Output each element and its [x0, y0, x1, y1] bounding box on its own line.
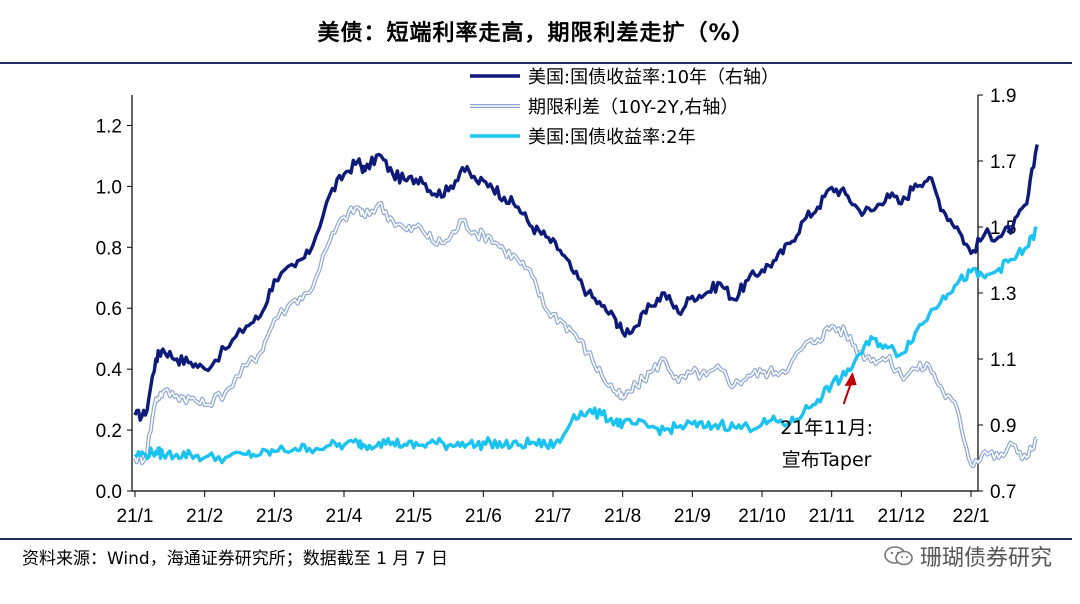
y-right-tick-label: 1.9 [990, 86, 1016, 107]
chart: 0.00.20.40.60.81.01.20.70.91.11.31.51.71… [96, 67, 1039, 527]
brand-name: 珊瑚债券研究 [919, 546, 1052, 571]
series-line-ust-10y [133, 144, 1039, 422]
x-tick-label: 21/6 [465, 506, 502, 527]
y-left-tick-label: 1.2 [96, 116, 122, 137]
annotation-arrow [842, 383, 852, 405]
annotation: 21年11月: 宣布Taper [780, 372, 873, 471]
series-line-term-spread-inner [134, 202, 1038, 468]
y-left-tick-label: 0.0 [96, 482, 122, 503]
legend-item-ust-10y-label: 美国:国债收益率:10年（右轴） [528, 67, 779, 88]
axes: 0.00.20.40.60.81.01.20.70.91.11.31.51.71… [96, 86, 1017, 527]
x-tick-label: 21/3 [256, 506, 293, 527]
y-right-tick-label: 0.9 [990, 416, 1016, 437]
x-tick-label: 21/10 [738, 506, 786, 527]
chart-title: 美债：短端利率走高，期限利差走扩（%） [317, 21, 755, 46]
legend: 美国:国债收益率:10年（右轴） 期限利差（10Y-2Y,右轴） 美国:国债收益率:… [470, 67, 779, 148]
y-left-tick-label: 0.8 [96, 238, 122, 259]
source-note: 资料来源：Wind，海通证券研究所；数据截至 1 月 7 日 [22, 549, 448, 569]
annotation-line1: 21年11月: [780, 417, 873, 439]
y-right-tick-label: 1.7 [990, 152, 1016, 173]
wechat-icon [884, 545, 914, 567]
legend-item-ust-2y-label: 美国:国债收益率:2年 [528, 127, 696, 148]
y-left-tick-label: 0.2 [96, 421, 122, 442]
series-line-term-spread [133, 200, 1039, 469]
chart-title-bar: 美债：短端利率走高，期限利差走扩（%） [0, 0, 1072, 64]
x-tick-label: 21/5 [395, 506, 432, 527]
x-tick-label: 21/9 [674, 506, 711, 527]
y-right-tick-label: 1.1 [990, 350, 1016, 371]
y-left-tick-label: 0.4 [96, 360, 123, 381]
x-tick-label: 21/12 [878, 506, 926, 527]
footer-rule [0, 538, 1072, 540]
y-right-tick-label: 0.7 [990, 482, 1016, 503]
x-tick-label: 21/11 [809, 506, 855, 527]
legend-item-term-spread-label: 期限利差（10Y-2Y,右轴） [528, 97, 738, 118]
x-tick-label: 22/1 [953, 506, 990, 527]
y-left-tick-label: 0.6 [96, 299, 122, 320]
series-layer [133, 144, 1039, 469]
x-tick-label: 21/8 [604, 506, 641, 527]
y-left-tick-label: 1.0 [96, 177, 122, 198]
series-line-ust-2y [133, 226, 1038, 465]
x-tick-label: 21/4 [326, 506, 363, 527]
annotation-line2: 宣布Taper [782, 449, 872, 471]
x-tick-label: 21/2 [186, 506, 223, 527]
x-tick-label: 21/1 [117, 506, 154, 527]
annotation-arrow-head [844, 372, 857, 386]
y-right-tick-label: 1.3 [990, 284, 1016, 305]
x-tick-label: 21/7 [535, 506, 572, 527]
brand: 珊瑚债券研究 [884, 540, 1052, 572]
